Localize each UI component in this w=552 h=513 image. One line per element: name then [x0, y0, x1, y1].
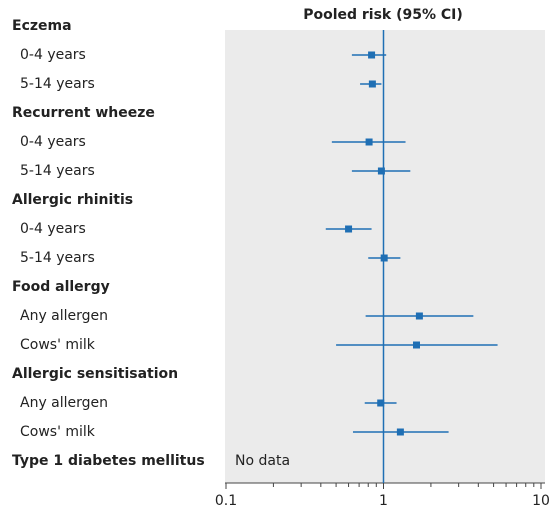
point-estimate [368, 80, 376, 88]
row-label: 0-4 years [20, 47, 86, 63]
chart-title: Pooled risk (95% CI) [303, 7, 463, 23]
row-label: 0-4 years [20, 221, 86, 237]
row-label: Cows' milk [20, 424, 96, 440]
point-estimate [368, 51, 376, 59]
row-label: Any allergen [20, 395, 108, 411]
row-label: 0-4 years [20, 134, 86, 150]
note: No data [235, 453, 290, 469]
point-estimate [415, 312, 423, 320]
x-tick-label: 0.1 [215, 493, 237, 509]
row-label: 5-14 years [20, 163, 95, 179]
group-label: Eczema [12, 18, 72, 34]
point-estimate [365, 138, 373, 146]
row-label: Any allergen [20, 308, 108, 324]
group-label: Allergic sensitisation [12, 366, 178, 382]
point-estimate [380, 254, 388, 262]
point-estimate [412, 341, 420, 349]
group-label: Recurrent wheeze [12, 105, 155, 121]
point-estimate [396, 428, 404, 436]
x-tick-label: 10 [532, 493, 550, 509]
point-estimate [377, 167, 385, 175]
row-label: 5-14 years [20, 250, 95, 266]
group-label: Food allergy [12, 279, 110, 295]
group-label: Type 1 diabetes mellitus [12, 453, 205, 469]
row-label: Cows' milk [20, 337, 96, 353]
point-estimate [345, 225, 353, 233]
point-estimate [377, 399, 385, 407]
group-label: Allergic rhinitis [12, 192, 133, 208]
x-tick-label: 1 [379, 493, 388, 509]
row-label: 5-14 years [20, 76, 95, 92]
